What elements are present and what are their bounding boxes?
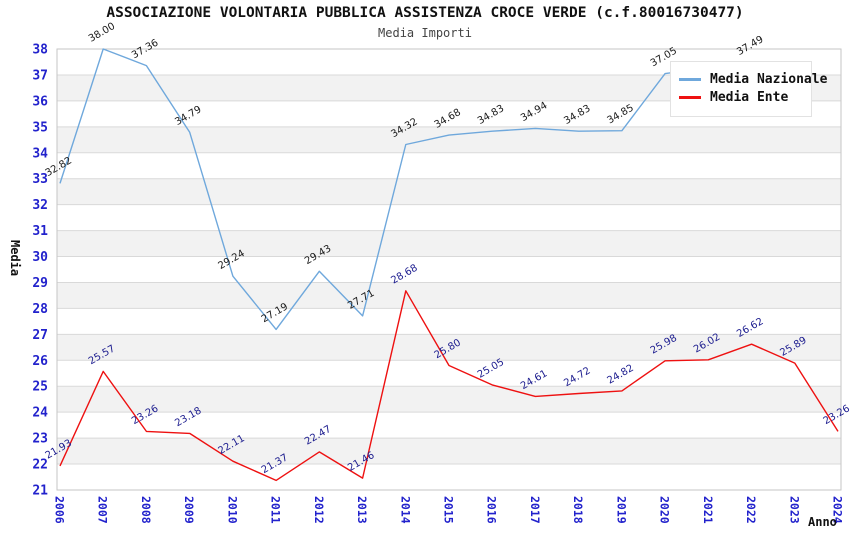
x-tick-label: 2009 [182, 496, 196, 524]
plot-band [57, 282, 841, 309]
legend: Media Nazionale Media Ente [670, 61, 827, 117]
data-label: 32.82 [44, 155, 74, 179]
y-tick-label: 37 [32, 68, 48, 83]
data-label: 34.85 [605, 103, 635, 127]
chart-subtitle: Media Importi [378, 26, 472, 40]
y-tick-label: 29 [32, 276, 48, 291]
x-tick-label: 2010 [225, 496, 239, 524]
plot-band [57, 230, 841, 257]
y-axis-title: Media [8, 240, 22, 277]
y-tick-label: 34 [32, 146, 48, 161]
y-tick-label: 30 [32, 250, 48, 265]
x-tick-label: 2007 [96, 496, 110, 524]
legend-label-media-ente: Media Ente [710, 90, 789, 105]
x-tick-label: 2011 [269, 496, 283, 524]
x-axis-title: Anno [808, 515, 837, 529]
x-tick-label: 2006 [53, 496, 67, 524]
y-tick-label: 27 [32, 328, 48, 343]
data-label: 34.79 [173, 104, 203, 128]
legend-item-media-ente: Media Ente [679, 90, 801, 105]
y-tick-label: 36 [32, 94, 48, 109]
y-tick-label: 24 [32, 406, 48, 421]
y-tick-label: 31 [32, 224, 48, 239]
y-tick-label: 26 [32, 354, 48, 369]
y-tick-label: 21 [32, 484, 48, 499]
legend-item-media-nazionale: Media Nazionale [679, 72, 827, 87]
y-tick-label: 32 [32, 198, 48, 213]
x-tick-label: 2017 [528, 496, 542, 524]
data-label: 24.82 [605, 363, 635, 387]
plot-band [57, 438, 841, 465]
legend-label-media-nazionale: Media Nazionale [710, 72, 828, 87]
data-label: 34.94 [519, 100, 549, 124]
plot-band [57, 386, 841, 413]
y-tick-label: 22 [32, 458, 48, 473]
x-tick-label: 2014 [398, 496, 412, 524]
y-tick-label: 28 [32, 302, 48, 317]
x-tick-label: 2016 [485, 496, 499, 524]
series-line-media-ente [59, 290, 839, 482]
plot-band [57, 126, 841, 153]
y-tick-label: 35 [32, 120, 48, 135]
data-label: 34.83 [476, 103, 506, 127]
plot-border [56, 48, 842, 491]
x-tick-label: 2024 [831, 496, 845, 524]
x-tick-label: 2020 [658, 496, 672, 524]
plot-band [57, 334, 841, 361]
y-tick-label: 33 [32, 172, 48, 187]
x-tick-label: 2021 [701, 496, 715, 524]
plot-band [57, 178, 841, 205]
y-tick-label: 23 [32, 432, 48, 447]
chart-title: ASSOCIAZIONE VOLONTARIA PUBBLICA ASSISTE… [106, 5, 744, 21]
data-label: 24.72 [562, 365, 592, 389]
data-label: 37.36 [130, 38, 160, 62]
x-tick-label: 2015 [442, 496, 456, 524]
media-nazionale-line-swatch-icon [679, 78, 701, 81]
x-tick-label: 2008 [139, 496, 153, 524]
x-tick-label: 2013 [355, 496, 369, 524]
data-label: 34.83 [562, 103, 592, 127]
media-ente-line-swatch-icon [679, 96, 701, 99]
data-label: 38.00 [87, 21, 117, 45]
x-tick-label: 2019 [614, 496, 628, 524]
series-line-media-nazionale [59, 48, 752, 331]
x-tick-label: 2012 [312, 496, 326, 524]
y-tick-label: 25 [32, 380, 48, 395]
x-tick-label: 2023 [787, 496, 801, 524]
y-tick-label: 38 [32, 43, 48, 58]
x-tick-label: 2018 [571, 496, 585, 524]
data-label: 37.49 [735, 34, 765, 58]
x-tick-label: 2022 [744, 496, 758, 524]
